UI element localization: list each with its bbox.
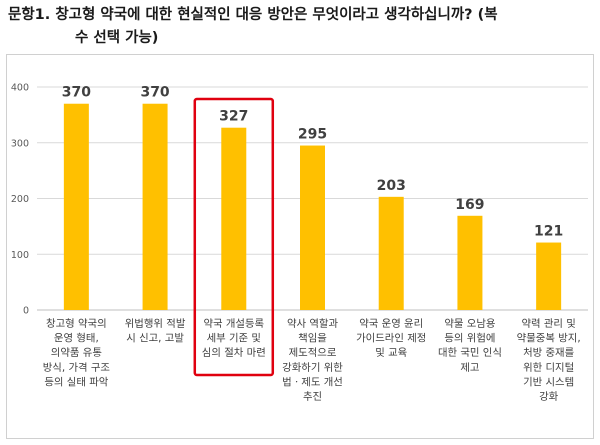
bar (142, 103, 168, 310)
data-label: 370 (140, 85, 169, 101)
x-tick-label: 심의 절차 마련 (202, 346, 266, 359)
x-tick-label: 대한 국민 인식 (438, 347, 502, 359)
x-tick-label: 추진 (303, 391, 322, 403)
question-title: 문항1. 창고형 약국에 대한 현실적인 대응 방안은 무엇이라고 생각하십니까… (8, 4, 594, 50)
x-tick-label: 방식, 가격 구조 (43, 361, 111, 374)
x-tick-label: 창고형 약국의 (46, 318, 107, 330)
bar (536, 242, 562, 310)
x-tick-label: 책임을 (298, 332, 327, 345)
x-tick-label: 약물 오남용 (444, 318, 495, 330)
x-tick-label: 강화하기 위한 (282, 361, 343, 374)
x-tick-label: 약국 운영 윤리 (359, 318, 423, 330)
x-tick-label: 약물중복 방지, (517, 333, 581, 345)
x-tick-label: 운영 형태, (54, 333, 99, 345)
x-tick-label: 제도적으로 (289, 347, 337, 359)
question-line-2: 수 선택 가능) (75, 30, 159, 46)
x-tick-label: 법ㆍ제도 개선 (282, 376, 343, 388)
x-tick-label: 제고 (460, 362, 479, 374)
y-tick-label: 200 (11, 194, 29, 205)
x-tick-label: 위한 디지털 (523, 361, 574, 374)
bar (221, 127, 247, 310)
x-tick-label: 및 교육 (375, 347, 407, 359)
data-label: 203 (377, 178, 406, 194)
data-label: 327 (219, 109, 248, 125)
y-tick-label: 400 (11, 83, 29, 94)
bar (457, 215, 483, 310)
x-tick-label: 등의 위험에 (444, 332, 495, 345)
y-tick-label: 100 (11, 250, 29, 261)
bar (63, 103, 89, 310)
question-line-1: 문항1. 창고형 약국에 대한 현실적인 대응 방안은 무엇이라고 생각하십니까… (8, 7, 498, 23)
x-tick-label: 약사 역할과 (287, 318, 339, 330)
data-label: 295 (298, 127, 327, 143)
bar (378, 196, 404, 310)
data-label: 121 (534, 224, 563, 240)
y-tick-label: 300 (11, 138, 29, 149)
data-label: 370 (62, 85, 91, 101)
x-tick-label: 약력 관리 및 (521, 318, 575, 330)
x-tick-label: 의약품 유통 (51, 347, 102, 359)
bar (300, 145, 325, 310)
x-tick-label: 기반 시스템 (523, 376, 574, 388)
x-tick-label: 등의 실태 파악 (44, 376, 108, 388)
x-tick-label: 위법행위 적발 (125, 317, 186, 330)
x-tick-label: 처방 중재를 (523, 347, 575, 359)
x-tick-label: 시 신고, 고발 (126, 333, 184, 345)
x-tick-label: 강화 (539, 391, 559, 403)
highlight-box (193, 97, 275, 377)
x-tick-label: 세부 기준 및 (207, 333, 261, 345)
data-label: 169 (455, 197, 484, 213)
y-tick-label: 0 (23, 306, 29, 317)
x-tick-label: 약국 개설등록 (203, 318, 264, 330)
x-tick-label: 가이드라인 제정 (356, 333, 426, 345)
